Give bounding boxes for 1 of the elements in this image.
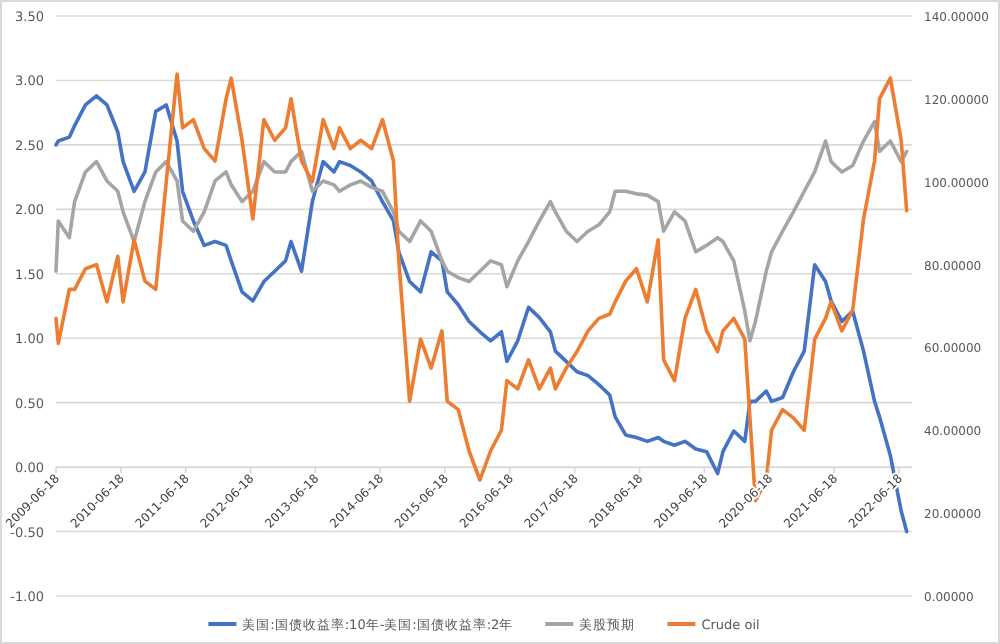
line-series <box>54 119 909 343</box>
